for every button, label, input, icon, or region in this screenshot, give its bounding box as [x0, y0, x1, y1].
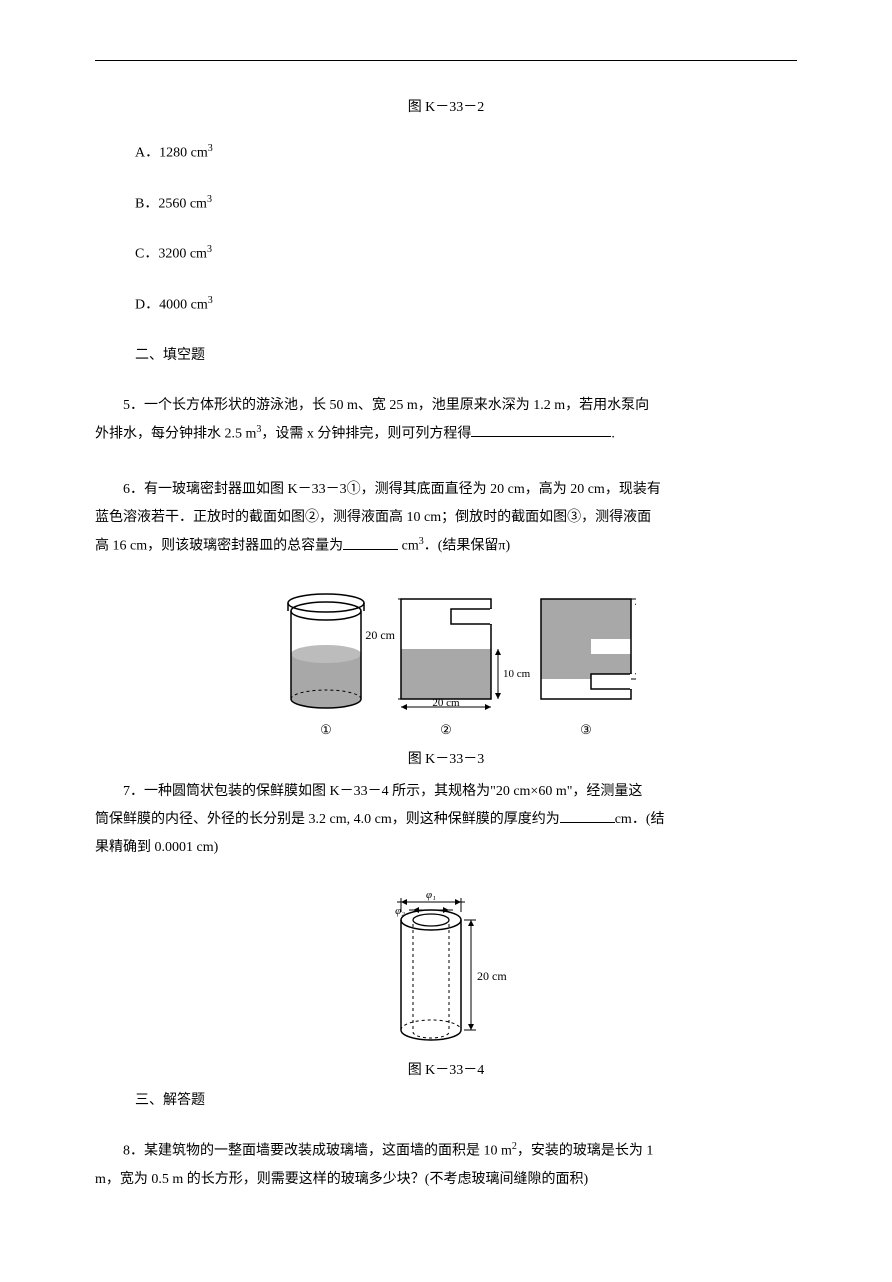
p8-line2: m，宽为 0.5 m 的长方形，则需要这样的玻璃多少块？(不考虑玻璃间缝隙的面积…: [95, 1166, 797, 1194]
p5-tail: ，设需 x 分钟排完，则可列方程得: [261, 426, 471, 441]
option-b-exp: 3: [207, 194, 212, 205]
option-c: C．3200 cm3: [135, 242, 797, 265]
p8-lead: 8．某建筑物的一整面墙要改装成玻璃墙，这面墙的面积是 10 m: [123, 1144, 512, 1159]
fig3-label1: ①: [320, 722, 332, 737]
p5-end: .: [611, 426, 615, 441]
p6-blank: [343, 535, 398, 550]
p5-lead: 5．一个长方体形状的游泳池，长 50 m、宽 25 m，池里原来水深为 1.2 …: [123, 398, 649, 413]
figure-caption-k33-2: 图 K－33－2: [95, 96, 797, 116]
p5-blank: [471, 422, 611, 437]
option-b-text: B．2560 cm: [135, 196, 207, 211]
figure-caption-k33-3: 图 K－33－3: [95, 748, 797, 768]
fig4-phi2: φ₂: [395, 905, 405, 917]
option-a-exp: 3: [208, 143, 213, 154]
problem-7: 7．一种圆筒状包装的保鲜膜如图 K－33－4 所示，其规格为"20 cm×60 …: [95, 778, 797, 862]
p8-mid: ，安装的玻璃是长为 1: [517, 1144, 654, 1159]
figure-k33-3: ① 20 cm 10 cm: [95, 589, 797, 768]
section-solve: 三、解答题: [135, 1089, 797, 1109]
p7-blank: [560, 808, 615, 823]
fig3-w20: 20 cm: [432, 697, 460, 709]
p7-line3: 果精确到 0.0001 cm): [95, 834, 797, 862]
option-d-text: D．4000 cm: [135, 298, 208, 313]
problem-6: 6．有一玻璃密封器皿如图 K－33－3①，测得其底面直径为 20 cm，高为 2…: [95, 476, 797, 561]
fig4-h20: 20 cm: [477, 969, 507, 983]
problem-5: 5．一个长方体形状的游泳池，长 50 m、宽 25 m，池里原来水深为 1.2 …: [95, 392, 797, 449]
option-a: A．1280 cm3: [135, 141, 797, 164]
fig3-label2: ②: [440, 722, 452, 737]
option-a-text: A．1280 cm: [135, 146, 208, 161]
fig4-phi1: φ₁: [426, 890, 436, 901]
option-b: B．2560 cm3: [135, 192, 797, 215]
option-d-exp: 3: [208, 295, 213, 306]
section-fill-blank: 二、填空题: [135, 344, 797, 364]
fig3-label3: ③: [580, 722, 592, 737]
p6-line3a: 高 16 cm，则该玻璃密封器皿的总容量为: [95, 539, 343, 554]
top-horizontal-rule: [95, 60, 797, 61]
figure-k33-4: φ₁ φ₂ 20 cm 图: [95, 890, 797, 1079]
fig3-h10: 10 cm: [503, 668, 531, 680]
p6-end: ．(结果保留π): [424, 539, 510, 554]
p5-cont: 外排水，每分钟排水 2.5 m: [95, 426, 256, 441]
fig3-h20: 20 cm: [365, 628, 395, 642]
p7-line2a: 筒保鲜膜的内径、外径的长分别是 3.2 cm, 4.0 cm，则这种保鲜膜的厚度…: [95, 812, 560, 827]
problem-8: 8．某建筑物的一整面墙要改装成玻璃墙，这面墙的面积是 10 m2，安装的玻璃是长…: [95, 1137, 797, 1194]
p6-line2: 蓝色溶液若干．正放时的截面如图②，测得液面高 10 cm；倒放时的截面如图③，测…: [95, 504, 797, 532]
option-c-text: C．3200 cm: [135, 247, 207, 262]
p7-line2b: cm．(结: [615, 812, 665, 827]
p6-line3b: cm: [398, 539, 419, 554]
option-c-exp: 3: [207, 244, 212, 255]
p6-lead: 6．有一玻璃密封器皿如图 K－33－3①，测得其底面直径为 20 cm，高为 2…: [123, 482, 661, 497]
figure-caption-k33-4: 图 K－33－4: [95, 1059, 797, 1079]
option-d: D．4000 cm3: [135, 293, 797, 316]
p7-lead: 7．一种圆筒状包装的保鲜膜如图 K－33－4 所示，其规格为"20 cm×60 …: [123, 784, 642, 799]
